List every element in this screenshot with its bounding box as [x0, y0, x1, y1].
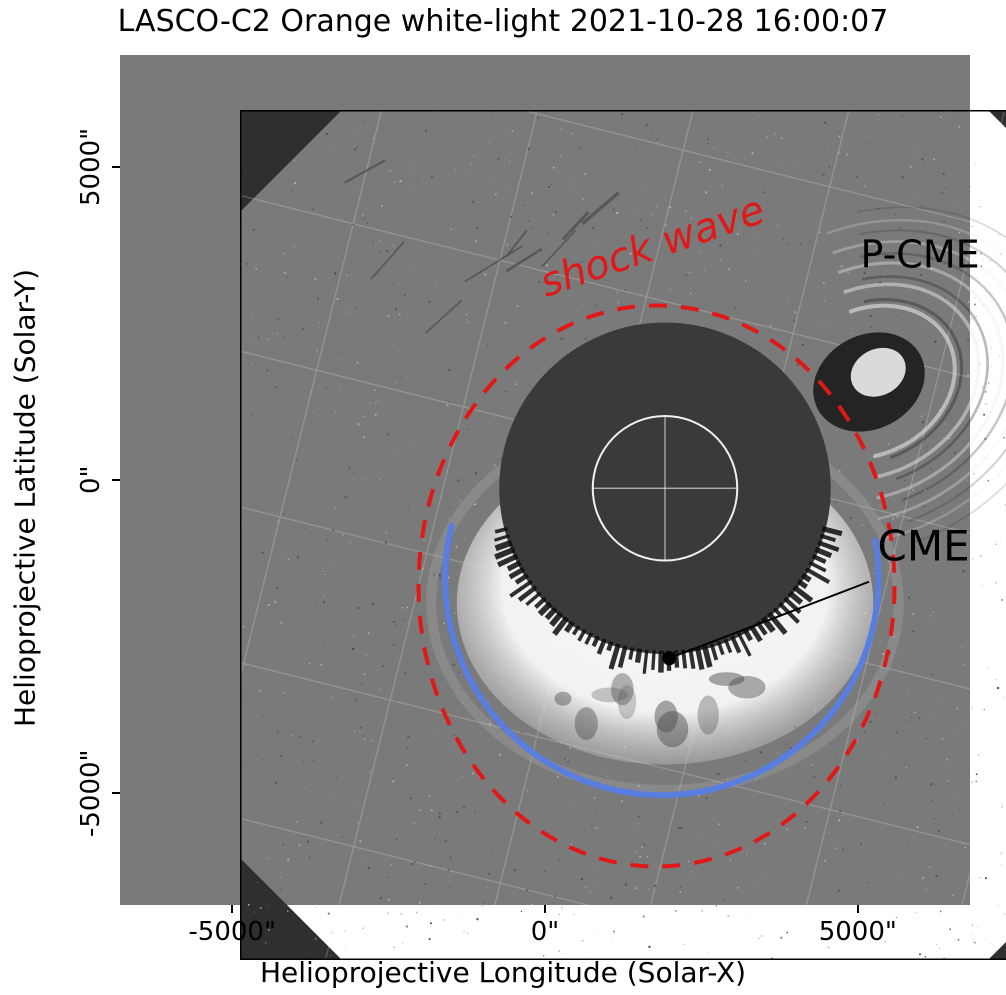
plot-area: shock waveCMEP-CME [120, 55, 970, 905]
x-tick-label: 5000" [803, 917, 913, 947]
x-tick [857, 905, 859, 913]
y-tick-label: -5000" [76, 733, 106, 853]
x-tick-label: -5000" [177, 917, 287, 947]
y-axis-label: Helioprojective Latitude (Solar-Y) [10, 0, 40, 995]
x-tick-label: 0" [490, 917, 600, 947]
plot-svg: shock wave CME P-CME [240, 110, 1006, 960]
figure-title: LASCO-C2 Orange white-light 2021-10-28 1… [0, 4, 1006, 39]
x-tick [544, 905, 546, 913]
x-tick [231, 905, 233, 913]
svg-text:P-CME: P-CME [861, 232, 980, 276]
svg-text:shock wave: shock wave [534, 187, 770, 307]
y-tick [112, 792, 120, 794]
x-axis-label: Helioprojective Longitude (Solar-X) [0, 956, 1006, 989]
svg-text:CME: CME [878, 522, 970, 571]
y-tick-label: 0" [76, 420, 106, 540]
y-tick [112, 479, 120, 481]
figure-container: LASCO-C2 Orange white-light 2021-10-28 1… [0, 0, 1006, 995]
y-tick [112, 166, 120, 168]
y-tick-label: 5000" [76, 107, 106, 227]
